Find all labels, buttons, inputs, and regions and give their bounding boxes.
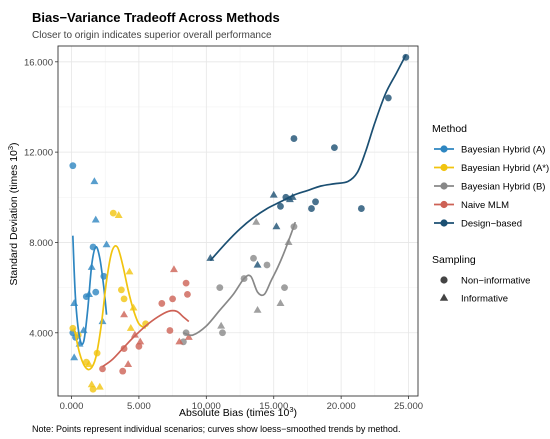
data-point-triangle	[169, 265, 178, 273]
data-point-circle	[312, 198, 319, 206]
x-tick-label: 10.000	[192, 401, 221, 412]
data-point-circle	[216, 284, 224, 292]
data-point-circle	[357, 205, 365, 212]
data-point-circle	[117, 286, 125, 294]
legend-point-swatch	[440, 182, 448, 190]
data-point-circle	[109, 209, 117, 217]
x-tick-label: 5.000	[127, 401, 151, 412]
legend-point-swatch	[440, 219, 448, 227]
legend-sampling-label: Informative	[461, 294, 508, 305]
legend-method-label: Naive MLM	[461, 200, 509, 211]
legend-method-label: Bayesian Hybrid (A)	[461, 145, 545, 156]
data-point-triangle	[126, 324, 135, 331]
plot-border	[57, 45, 419, 397]
data-point-circle	[281, 284, 288, 292]
data-point-triangle	[129, 303, 138, 311]
legend-sampling-items: Non−informative Informative	[439, 276, 530, 305]
legend-shape-circle	[440, 276, 448, 284]
data-point-circle	[169, 295, 177, 303]
x-axis-ticks: 0.000 5.000 10.000 15.000 20.000 25.000	[60, 396, 423, 412]
data-point-triangle	[175, 337, 184, 345]
data-point-circle	[290, 135, 298, 142]
y-axis-ticks: 4.000 8.000 12.000 16.000	[24, 57, 58, 339]
data-point-circle	[250, 254, 257, 262]
data-point-triangle	[124, 360, 133, 367]
data-point-circle	[92, 288, 100, 296]
data-point-circle	[89, 385, 97, 393]
legend-method-label: Bayesian Hybrid (B)	[461, 182, 545, 193]
data-point-triangle	[85, 360, 93, 367]
data-point-triangle	[184, 333, 193, 340]
data-point-triangle	[269, 190, 278, 198]
data-point-circle	[184, 290, 191, 298]
data-point-circle	[219, 329, 226, 337]
data-point-triangle	[272, 222, 281, 230]
data-point-triangle	[253, 260, 262, 268]
series-trend-line-4	[209, 54, 407, 262]
x-tick-label: 20.000	[327, 401, 356, 412]
y-tick-label: 4.000	[29, 328, 53, 339]
chart-subtitle: Closer to origin indicates superior over…	[32, 30, 272, 41]
y-tick-label: 12.000	[24, 148, 53, 159]
data-point-circle	[120, 295, 128, 303]
data-point-triangle	[276, 299, 285, 307]
chart-caption: Note: Points represent individual scenar…	[32, 424, 400, 434]
legend-shape-triangle	[439, 293, 449, 301]
data-point-triangle	[120, 310, 129, 318]
series-points-3	[99, 265, 193, 375]
data-point-triangle	[70, 353, 79, 361]
data-point-triangle	[102, 240, 111, 248]
data-point-circle	[158, 300, 166, 307]
data-point-circle	[135, 342, 143, 350]
y-axis-title: Standard Deviation (times 103)	[6, 142, 20, 285]
series-trend-line-0	[71, 235, 108, 346]
plot-background	[58, 46, 418, 396]
data-point-circle	[119, 367, 127, 375]
data-point-triangle	[87, 380, 96, 388]
data-point-triangle	[125, 267, 134, 275]
legend-method-label: Bayesian Hybrid (A*)	[461, 163, 549, 174]
legend-point-swatch	[440, 163, 448, 172]
data-point-circle	[166, 327, 174, 334]
data-point-circle	[263, 261, 271, 269]
y-tick-label: 8.000	[29, 238, 53, 249]
data-point-triangle	[252, 217, 261, 225]
legend-method-items: Bayesian Hybrid (A) Bayesian Hybrid (A*) B…	[434, 145, 549, 230]
x-tick-label: 25.000	[394, 401, 423, 412]
legend-point-swatch	[440, 145, 448, 153]
data-point-triangle	[114, 211, 123, 218]
data-point-triangle	[253, 305, 262, 313]
x-axis-title: Absolute Bias (times 103)	[179, 405, 297, 419]
data-point-triangle	[95, 382, 104, 390]
data-point-circle	[331, 144, 338, 152]
plot-area	[57, 45, 419, 397]
data-point-circle	[99, 365, 106, 373]
series-trend-line-1	[73, 245, 147, 371]
data-point-triangle	[136, 337, 145, 345]
legend-sampling-label: Non−informative	[461, 276, 530, 287]
data-point-triangle	[91, 215, 100, 223]
data-point-circle	[69, 162, 77, 170]
y-tick-label: 16.000	[24, 57, 53, 68]
data-point-circle	[277, 202, 284, 210]
legend: Method Bayesian Hybrid (A)Bayesian Hybri…	[432, 123, 549, 305]
data-point-triangle	[217, 321, 226, 329]
series-trend-line-3	[101, 309, 190, 368]
series-trend-line-2	[183, 221, 297, 337]
legend-method-title: Method	[432, 123, 467, 135]
legend-point-swatch	[440, 200, 448, 209]
data-point-circle	[308, 205, 315, 212]
data-point-triangle	[90, 177, 99, 185]
chart-title: Bias−Variance Tradeoff Across Methods	[32, 10, 280, 25]
x-tick-label: 15.000	[259, 401, 288, 412]
legend-sampling-title: Sampling	[432, 254, 476, 266]
data-point-triangle	[130, 330, 139, 338]
data-point-circle	[384, 94, 392, 102]
x-tick-label: 0.000	[60, 401, 84, 412]
legend-method-label: Design−based	[461, 219, 522, 230]
data-point-circle	[120, 345, 128, 352]
data-point-circle	[182, 279, 190, 287]
